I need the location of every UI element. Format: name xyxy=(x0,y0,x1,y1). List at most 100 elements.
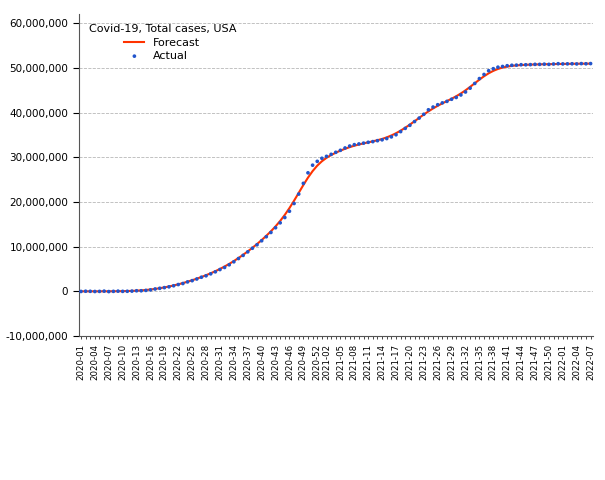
Actual xyxy=(563,60,572,68)
Actual xyxy=(572,60,581,68)
Actual xyxy=(470,80,480,87)
Actual xyxy=(345,142,355,150)
Actual xyxy=(507,61,517,69)
Actual xyxy=(197,274,206,281)
Actual xyxy=(331,148,341,156)
Actual xyxy=(493,63,503,71)
Actual xyxy=(521,61,531,69)
Forecast xyxy=(207,270,214,276)
Actual xyxy=(401,124,410,132)
Actual xyxy=(460,88,470,96)
Actual xyxy=(211,268,220,276)
Actual xyxy=(437,99,447,107)
Actual xyxy=(312,157,322,165)
Actual xyxy=(340,144,350,152)
Forecast xyxy=(267,228,275,234)
Actual xyxy=(178,280,188,288)
Actual xyxy=(442,97,452,105)
Actual xyxy=(201,272,211,280)
Actual xyxy=(206,270,215,277)
Actual xyxy=(414,114,424,122)
Line: Forecast: Forecast xyxy=(81,64,590,291)
Actual xyxy=(308,161,318,169)
Actual xyxy=(465,84,475,92)
Actual xyxy=(90,288,100,295)
Actual xyxy=(535,60,545,68)
Actual xyxy=(586,60,595,67)
Actual xyxy=(526,61,535,69)
Actual xyxy=(558,60,567,68)
Actual xyxy=(368,138,378,145)
Actual xyxy=(113,288,123,295)
Actual xyxy=(122,288,132,295)
Forecast xyxy=(569,61,576,67)
Actual xyxy=(396,128,405,135)
Actual xyxy=(484,67,494,74)
Actual xyxy=(577,60,586,68)
Actual xyxy=(446,96,456,103)
Actual xyxy=(146,286,155,294)
Actual xyxy=(498,62,508,70)
Forecast xyxy=(193,276,200,282)
Actual xyxy=(336,146,345,154)
Actual xyxy=(127,287,137,295)
Actual xyxy=(270,224,280,231)
Actual xyxy=(80,288,90,295)
Actual xyxy=(294,190,304,198)
Actual xyxy=(428,103,438,111)
Actual xyxy=(581,60,591,68)
Actual xyxy=(373,137,382,144)
Actual xyxy=(479,71,489,78)
Forecast xyxy=(374,137,381,143)
Actual xyxy=(275,219,285,227)
Actual xyxy=(238,252,248,259)
Actual xyxy=(224,261,234,269)
Actual xyxy=(247,244,257,252)
Actual xyxy=(234,255,243,263)
Actual xyxy=(266,228,276,236)
Actual xyxy=(350,141,359,148)
Actual xyxy=(326,151,336,158)
Actual xyxy=(141,287,151,294)
Actual xyxy=(257,237,266,245)
Forecast xyxy=(313,163,321,168)
Actual xyxy=(502,62,512,70)
Actual xyxy=(298,180,308,187)
Actual xyxy=(456,91,466,99)
Actual xyxy=(94,288,104,295)
Actual xyxy=(188,277,197,285)
Actual xyxy=(136,287,146,295)
Actual xyxy=(169,282,178,289)
Actual xyxy=(252,241,262,249)
Actual xyxy=(474,75,484,83)
Actual xyxy=(289,200,299,207)
Actual xyxy=(99,288,109,295)
Actual xyxy=(155,285,165,292)
Forecast xyxy=(587,61,594,67)
Actual xyxy=(488,65,498,72)
Actual xyxy=(540,60,549,68)
Actual xyxy=(150,285,160,293)
Actual xyxy=(174,281,183,288)
Actual xyxy=(410,118,419,125)
Actual xyxy=(215,266,225,274)
Actual xyxy=(118,288,128,295)
Actual xyxy=(132,287,142,295)
Actual xyxy=(220,264,229,271)
Actual xyxy=(364,138,373,146)
Actual xyxy=(419,110,428,118)
Actual xyxy=(183,278,192,286)
Actual xyxy=(567,60,577,68)
Actual xyxy=(85,288,95,295)
Actual xyxy=(284,207,294,215)
Actual xyxy=(391,131,401,139)
Actual xyxy=(516,61,526,69)
Actual xyxy=(104,288,114,295)
Actual xyxy=(530,60,540,68)
Actual xyxy=(382,135,391,143)
Actual xyxy=(554,60,563,68)
Actual xyxy=(261,233,271,240)
Actual xyxy=(243,248,253,256)
Actual xyxy=(405,121,415,129)
Actual xyxy=(451,94,461,101)
